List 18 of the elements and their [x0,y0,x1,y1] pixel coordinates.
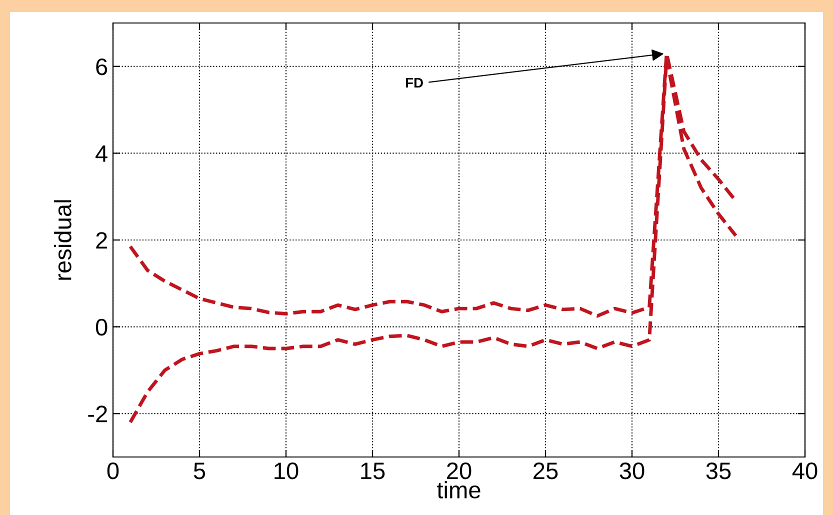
x-axis-title: time [437,481,480,498]
annotation: FD [406,78,423,88]
y-tick-label: 0 [96,318,108,336]
x-tick-label: 0 [107,462,119,480]
y-tick-label: 6 [96,58,108,76]
line-series [128,56,738,424]
x-tick-label: 10 [274,462,298,480]
y-axis-title: residual [54,200,72,280]
y-tick-label: -2 [88,406,107,422]
x-tick-label: 25 [534,462,558,480]
x-tick-label: 15 [361,462,385,480]
x-tick-label: 35 [706,462,731,480]
x-tick-label: 20 [447,462,472,480]
x-tick-label: 40 [792,462,818,480]
y-tick-label: 4 [96,146,108,162]
x-tick-label: 5 [194,462,206,480]
x-tick-label: 30 [620,462,644,480]
y-tick-label: 2 [96,232,107,249]
